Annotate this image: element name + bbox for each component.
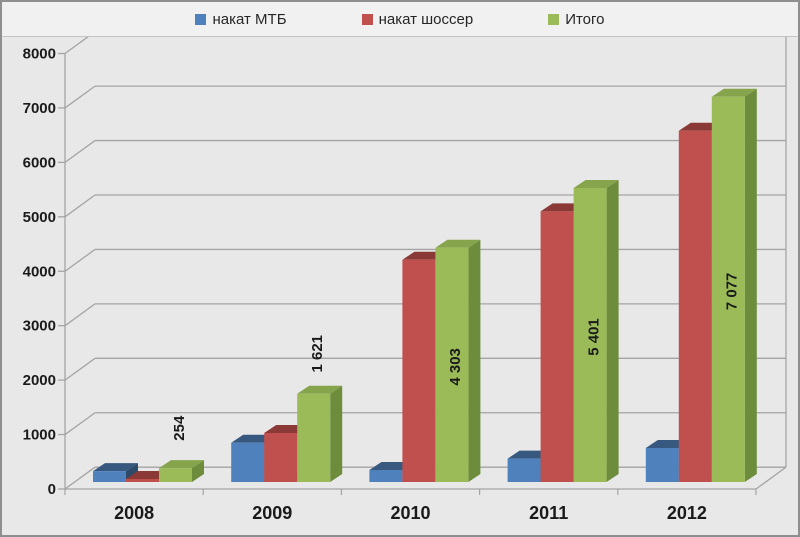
gridline-diagonal <box>64 412 96 436</box>
bar-front-итого <box>297 393 331 482</box>
data-label: 254 <box>171 415 188 441</box>
gridline-diagonal <box>64 303 96 327</box>
bar-side-итого <box>192 460 204 482</box>
bar-front-итого <box>159 468 192 482</box>
gridline-diagonal <box>64 140 96 163</box>
gridline-diagonal <box>64 466 96 490</box>
bar-front-накат-шоссер <box>126 479 159 482</box>
bar-front-накат-мтб <box>507 458 541 482</box>
bar-front-накат-мтб <box>645 447 679 482</box>
bar-side-итого <box>744 88 757 482</box>
bar-front-накат-шоссер <box>678 130 712 482</box>
y-axis-label: 2000 <box>23 372 56 389</box>
y-axis-label: 5000 <box>23 209 56 226</box>
y-axis-label: 0 <box>48 481 56 498</box>
gridline-diagonal <box>64 248 96 272</box>
bar-front-накат-шоссер <box>540 211 574 483</box>
chart-legend: накат МТБ накат шоссер Итого <box>2 2 798 37</box>
floor-right-edge <box>755 466 787 490</box>
x-axis-label: 2008 <box>114 503 154 523</box>
y-axis-label: 4000 <box>23 263 56 280</box>
y-axis-label: 6000 <box>23 154 56 171</box>
legend-swatch-red-icon <box>361 13 373 25</box>
bar-top-накат-мтб <box>93 463 138 472</box>
data-label: 4 303 <box>447 348 464 386</box>
bar-side-итого <box>606 179 619 482</box>
y-axis-label: 7000 <box>23 100 56 117</box>
bar-front-накат-шоссер <box>402 259 436 482</box>
y-axis-label: 1000 <box>23 427 56 444</box>
legend-label-nakat-mtb: накат МТБ <box>212 10 287 28</box>
bar-front-накат-мтб <box>369 470 403 482</box>
y-axis-label: 3000 <box>23 318 56 335</box>
data-label: 7 077 <box>724 273 741 311</box>
bar-front-итого <box>711 96 745 482</box>
bar-side-итого <box>468 239 481 482</box>
data-label: 5 401 <box>585 318 602 356</box>
y-axis-label: 8000 <box>23 46 56 63</box>
bar-front-накат-шоссер <box>264 432 298 482</box>
bar-top-итого <box>435 239 481 248</box>
data-label: 1 621 <box>309 335 326 373</box>
legend-item-itogo: Итого <box>548 10 605 28</box>
gridline-diagonal <box>64 357 96 381</box>
x-axis-label: 2012 <box>667 503 707 523</box>
bar-front-накат-мтб <box>93 471 126 482</box>
bar-top-итого <box>711 88 757 97</box>
bar-top-итого <box>159 460 204 469</box>
bar-top-итого <box>297 385 343 394</box>
bar-front-накат-мтб <box>231 442 265 482</box>
legend-item-nakat-shosser: накат шоссер <box>361 10 474 28</box>
x-axis-label: 2009 <box>252 503 292 523</box>
legend-item-nakat-mtb: накат МТБ <box>195 10 287 28</box>
legend-swatch-blue-icon <box>195 13 207 25</box>
bar-top-итого <box>573 179 619 188</box>
x-axis-label: 2011 <box>529 503 568 523</box>
gridline-diagonal <box>64 85 96 109</box>
bar-side-итого <box>330 385 343 482</box>
legend-label-itogo: Итого <box>565 10 605 28</box>
bar-front-итого <box>435 247 469 482</box>
legend-label-nakat-shosser: накат шоссер <box>378 10 474 28</box>
legend-swatch-green-icon <box>548 13 560 25</box>
gridline-diagonal <box>64 194 96 218</box>
bar-front-итого <box>573 187 607 482</box>
x-axis-label: 2010 <box>390 503 430 523</box>
